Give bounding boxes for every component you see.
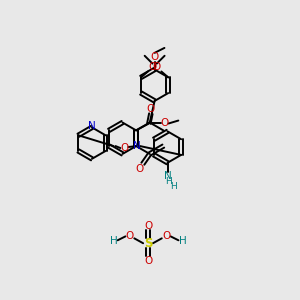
Text: O: O	[120, 143, 128, 153]
Text: O: O	[147, 104, 155, 114]
Text: N: N	[164, 170, 171, 181]
Text: O: O	[125, 231, 134, 242]
Text: S: S	[144, 237, 152, 250]
Text: N: N	[133, 141, 141, 151]
Text: O: O	[144, 256, 152, 266]
Text: H: H	[178, 236, 186, 246]
Text: O: O	[149, 61, 157, 72]
Text: O: O	[152, 61, 160, 72]
Text: O: O	[151, 52, 159, 62]
Text: O: O	[136, 164, 144, 174]
Text: O: O	[163, 231, 171, 242]
Text: N: N	[88, 122, 96, 131]
Text: O: O	[144, 220, 152, 231]
Text: O: O	[160, 118, 169, 128]
Text: H: H	[165, 177, 172, 186]
Text: H: H	[170, 182, 177, 191]
Text: H: H	[110, 236, 118, 246]
